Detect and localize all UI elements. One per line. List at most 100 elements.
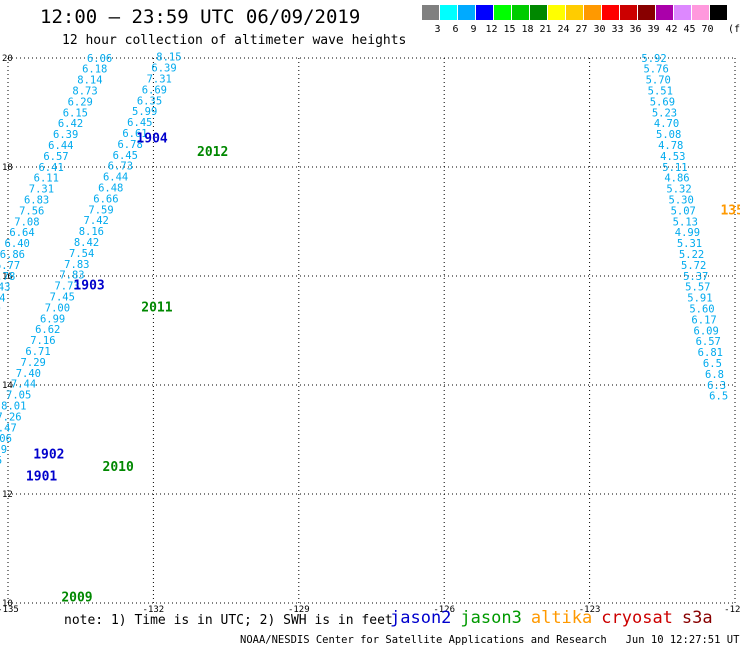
wave-height-value: 6.8 (705, 369, 724, 381)
legend-swatch (440, 5, 457, 20)
wave-height-value: 7.29 (21, 357, 46, 369)
legend-swatch (476, 5, 493, 20)
wave-height-value: 6.5 (709, 391, 728, 403)
legend-level-label: 6 (452, 24, 459, 35)
y-tick-label: 10 (2, 599, 13, 609)
pass-time-label: 2010 (103, 460, 134, 475)
wave-height-value: 7.42 (84, 215, 109, 227)
wave-height-value: 6.83 (24, 195, 49, 207)
x-tick-label: -129 (288, 605, 310, 615)
satellite-name: altika (530, 608, 593, 628)
wave-height-value: 6.35 (137, 95, 162, 107)
wave-height-value: 6.17 (691, 314, 716, 326)
wave-height-value: 6.42 (58, 118, 83, 130)
wave-height-value: 7.59 (0, 444, 7, 456)
wave-height-value: 7.47 (0, 422, 17, 434)
pass-time-label: 2012 (197, 145, 228, 160)
wave-height-value: 6.71 (25, 346, 50, 358)
pass-time-label: 1903 (73, 279, 104, 294)
track: 8.156.397.316.696.355.996.456.616.786.45… (0, 52, 182, 467)
wave-height-value: 7.80 (0, 304, 1, 316)
map-subtitle: 12 hour collection of altimeter wave hei… (62, 33, 407, 48)
wave-height-value: 4.70 (654, 118, 679, 130)
wave-height-value: 6.45 (127, 117, 152, 129)
wave-height-value: 5.13 (673, 216, 698, 228)
wave-height-value: 7.43 (0, 282, 10, 294)
legend-swatch (602, 5, 619, 20)
wave-height-value: 6.11 (34, 173, 59, 185)
wave-height-value: 6.69 (142, 84, 167, 96)
legend-level-label: 39 (647, 24, 660, 35)
wave-height-value: 7.16 (30, 335, 55, 347)
wave-height-value: 7.31 (29, 184, 54, 196)
wave-height-value: 8.01 (1, 401, 26, 413)
wave-height-value: 5.07 (671, 205, 696, 217)
wave-height-value: 6.40 (5, 238, 30, 250)
legend-level-label: 27 (575, 24, 588, 35)
pass-labels: 1904 2012 1903 2011 1902 2010 1901 2009 135 (26, 131, 740, 605)
x-tick-label: -135 (0, 605, 19, 615)
legend-swatch (494, 5, 511, 20)
y-tick-label: 20 (2, 54, 13, 64)
wave-height-value: 6.62 (35, 324, 60, 336)
legend-level-label: 36 (629, 24, 642, 35)
wave-height-value: 7.65 (0, 455, 2, 467)
legend-level-label: 30 (593, 24, 606, 35)
wave-height-value: 5.08 (656, 129, 681, 141)
wave-height-value: 7.40 (16, 368, 41, 380)
wave-height-value: 5.23 (652, 107, 677, 119)
legend-level-label: 12 (485, 24, 498, 35)
wave-height-value: 7.54 (69, 248, 94, 260)
legend-swatch (584, 5, 601, 20)
wave-height-value: 7.06 (0, 433, 12, 445)
wave-height-value: 7.44 (11, 379, 36, 391)
legend-swatch (422, 5, 439, 20)
wave-height-value: 6.45 (113, 150, 138, 162)
wave-height-value: 5.70 (646, 75, 671, 87)
x-tick-label: -123 (579, 605, 601, 615)
wave-height-value: 6.73 (108, 161, 133, 173)
x-tick-label: -132 (143, 605, 165, 615)
wave-height-value: 6.39 (151, 63, 176, 75)
wave-height-value: 6.09 (694, 325, 719, 337)
wave-height-value: 5.76 (643, 64, 668, 76)
wave-height-value: 6.77 (0, 260, 20, 272)
legend-swatch (458, 5, 475, 20)
wave-height-value: 6.78 (117, 139, 142, 151)
wave-height-value: 8.14 (77, 75, 102, 87)
wave-height-value: 6.99 (40, 313, 65, 325)
y-tick-label: 12 (2, 490, 13, 500)
wave-height-value: 6.44 (103, 172, 128, 184)
legend-swatch (512, 5, 529, 20)
wave-height-value: 5.51 (648, 86, 673, 98)
wave-height-value: 6.39 (53, 129, 78, 141)
wave-height-value: 7.31 (147, 74, 172, 86)
wave-height-value: 7.83 (64, 259, 89, 271)
legend-level-label: 18 (521, 24, 534, 35)
wave-height-value: 7.59 (88, 204, 113, 216)
wave-height-value: 6.15 (63, 107, 88, 119)
wave-height-value: 5.69 (650, 96, 675, 108)
wave-height-value: 5.57 (685, 282, 710, 294)
y-tick-label: 18 (2, 163, 13, 173)
wave-height-value: 6.61 (122, 128, 147, 140)
satellite-name: cryosat (601, 608, 673, 628)
lat-lon-grid (7, 57, 736, 604)
wave-height-value: 6.64 (9, 227, 34, 239)
satellite-name: jason2 (390, 608, 452, 628)
wave-height-value: 7.26 (0, 411, 22, 423)
wave-height-value: 6.48 (98, 183, 123, 195)
wave-height-value: 8.15 (156, 52, 181, 64)
wave-height-value: 6.57 (696, 336, 721, 348)
wave-height-value: 4.86 (664, 173, 689, 185)
legend-level-label: 70 (701, 24, 714, 35)
wave-height-value: 7.45 (50, 292, 75, 304)
legend-swatch (620, 5, 637, 20)
wave-height-value: 6.29 (68, 96, 93, 108)
wave-height-value: 7.83 (59, 270, 84, 282)
wave-height-value: 6.81 (698, 347, 723, 359)
wave-height-value: 6.78 (0, 271, 15, 283)
legend-level-label: 9 (470, 24, 477, 35)
wave-height-value: 6.5 (703, 358, 722, 370)
